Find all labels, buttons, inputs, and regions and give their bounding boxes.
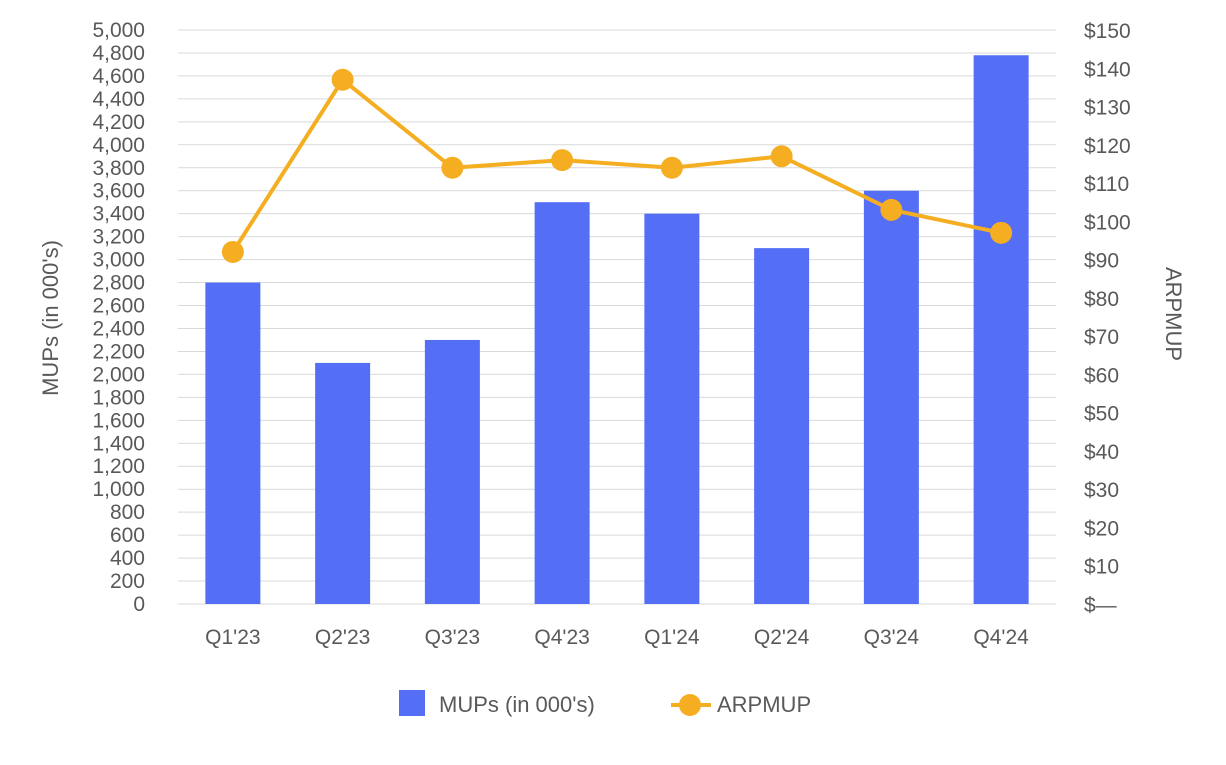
bar <box>205 282 261 604</box>
y-tick-label: 4,600 <box>92 65 145 88</box>
y-tick-label: 2,200 <box>92 340 145 363</box>
x-tick-label: Q1'24 <box>644 626 700 649</box>
y-tick-label: 3,800 <box>92 157 145 180</box>
y-axis-title: MUPs (in 000's) <box>38 240 63 396</box>
y-tick-label: 600 <box>110 524 145 547</box>
y2-tick-label: $40 <box>1084 441 1119 464</box>
bar <box>754 248 810 604</box>
y-tick-label: 4,000 <box>92 134 145 157</box>
y-tick-label: 400 <box>110 547 145 570</box>
y2-tick-label: $50 <box>1084 403 1119 426</box>
y2-tick-label: $— <box>1084 594 1117 617</box>
y2-tick-label: $100 <box>1084 211 1131 234</box>
y-tick-label: 1,000 <box>92 478 145 501</box>
y2-tick-label: $140 <box>1084 58 1131 81</box>
x-tick-label: Q3'24 <box>864 626 920 649</box>
x-tick-label: Q4'24 <box>973 626 1029 649</box>
y2-tick-label: $110 <box>1084 173 1129 196</box>
arpmup-point <box>551 149 574 172</box>
y-tick-label: 1,800 <box>92 386 145 409</box>
y-tick-label: 0 <box>133 593 145 616</box>
legend-marker-arpmup <box>679 694 701 716</box>
y2-tick-label: $80 <box>1084 288 1119 311</box>
left-axis: 02004006008001,0001,2001,4001,6001,8002,… <box>92 19 145 616</box>
y2-tick-label: $30 <box>1084 479 1119 502</box>
bar <box>424 339 480 604</box>
y2-tick-label: $20 <box>1084 517 1119 540</box>
y-tick-label: 5,000 <box>92 19 145 42</box>
y-tick-label: 2,000 <box>92 363 145 386</box>
y-tick-label: 2,400 <box>92 317 145 340</box>
legend-swatch-mups <box>399 690 425 716</box>
y2-tick-label: $90 <box>1084 250 1119 273</box>
x-tick-label: Q1'23 <box>205 626 260 649</box>
arpmup-point <box>660 156 683 179</box>
bar <box>973 55 1029 605</box>
y-tick-label: 4,800 <box>92 42 145 65</box>
bar <box>644 213 700 604</box>
y2-tick-label: $120 <box>1084 135 1131 158</box>
arpmup-point <box>990 221 1013 244</box>
x-axis: Q1'23 Q2'23 Q3'23 Q4'23 Q1'24 Q2'24 Q3'24 Q4'24 <box>205 626 1029 649</box>
y2-tick-label: $60 <box>1084 364 1119 387</box>
bar <box>534 202 590 604</box>
y2-tick-label: $10 <box>1084 556 1119 579</box>
arpmup-point <box>221 240 244 263</box>
y-tick-label: 3,600 <box>92 180 145 203</box>
y2-tick-label: $70 <box>1084 326 1119 349</box>
y-tick-label: 3,400 <box>92 203 145 226</box>
y-tick-label: 200 <box>110 570 145 593</box>
arpmup-point <box>880 198 903 221</box>
x-tick-label: Q3'23 <box>425 626 480 649</box>
y2-tick-label: $130 <box>1084 97 1131 120</box>
arpmup-point <box>441 156 464 179</box>
y-tick-label: 1,600 <box>92 409 145 432</box>
y-tick-label: 2,600 <box>92 295 145 318</box>
bar-series <box>205 55 1029 605</box>
x-tick-label: Q2'24 <box>754 626 810 649</box>
bar <box>863 190 919 604</box>
legend: MUPs (in 000's) ARPMUP <box>399 690 811 717</box>
y-tick-label: 2,800 <box>92 272 145 295</box>
right-axis: $— $10 $20 $30 $40 $50 $60 $70 $80 $90 $100 $110 $12… <box>1084 20 1131 617</box>
y-tick-label: 4,200 <box>92 111 145 134</box>
legend-label-arpmup: ARPMUP <box>717 692 811 717</box>
x-tick-label: Q2'23 <box>315 626 370 649</box>
y2-tick-label: $150 <box>1084 20 1131 43</box>
y-tick-label: 3,200 <box>92 226 145 249</box>
arpmup-line <box>231 77 1002 254</box>
legend-label-mups: MUPs (in 000's) <box>439 692 595 717</box>
y2-axis-title: ARPMUP <box>1161 267 1186 361</box>
y-tick-label: 4,400 <box>92 88 145 111</box>
arpmup-point <box>770 145 793 168</box>
y-tick-label: 3,000 <box>92 249 145 272</box>
arpmup-point <box>331 68 354 91</box>
y-tick-label: 1,200 <box>92 455 145 478</box>
y-tick-label: 1,400 <box>92 432 145 455</box>
x-tick-label: Q4'23 <box>534 626 589 649</box>
line-series <box>221 68 1013 263</box>
bar <box>315 362 371 604</box>
y-tick-label: 800 <box>110 501 145 524</box>
gridlines <box>178 29 1056 605</box>
